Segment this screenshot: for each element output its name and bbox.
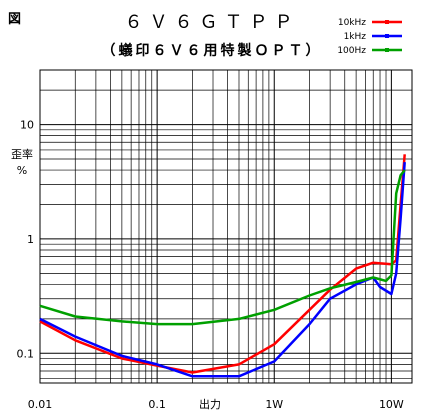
plot-frame (39, 69, 413, 384)
chart-subtitle: （蟻印６Ｖ６用特製ＯＰＴ） (102, 42, 323, 59)
y-tick-label: 1 (27, 233, 34, 246)
y-axis-unit: % (17, 164, 27, 177)
y-tick-label: 10 (20, 119, 34, 132)
y-tick-label: 0.1 (17, 347, 35, 360)
legend-swatch-marker (385, 34, 389, 38)
series-line-10kHz (39, 154, 406, 374)
legend: 10kHz 1kHz 100Hz (337, 18, 402, 56)
grid (39, 69, 412, 383)
legend-label: 100Hz (337, 46, 366, 56)
series-line-100Hz (39, 169, 406, 326)
series-line-1kHz (39, 162, 406, 378)
x-tick-label: 10W (379, 398, 404, 411)
x-tick-label: 0.1 (148, 398, 166, 411)
y-axis-label: 歪率 (11, 147, 33, 161)
x-tick-label: 0.01 (28, 398, 53, 411)
series-layer (39, 154, 406, 378)
legend-label: 10kHz (338, 18, 366, 28)
legend-swatch-marker (385, 48, 389, 52)
figure-label: 図 (8, 12, 21, 27)
x-tick-label: 1W (265, 398, 283, 411)
tick-labels: 0.01 0.1 1W 10W 0.1 1 10 (17, 119, 404, 411)
legend-label: 1kHz (344, 32, 367, 42)
x-axis-label: 出力 (199, 397, 221, 411)
legend-swatch-marker (385, 20, 389, 24)
chart-title: ６Ｖ６ＧＴＰＰ (125, 12, 300, 33)
